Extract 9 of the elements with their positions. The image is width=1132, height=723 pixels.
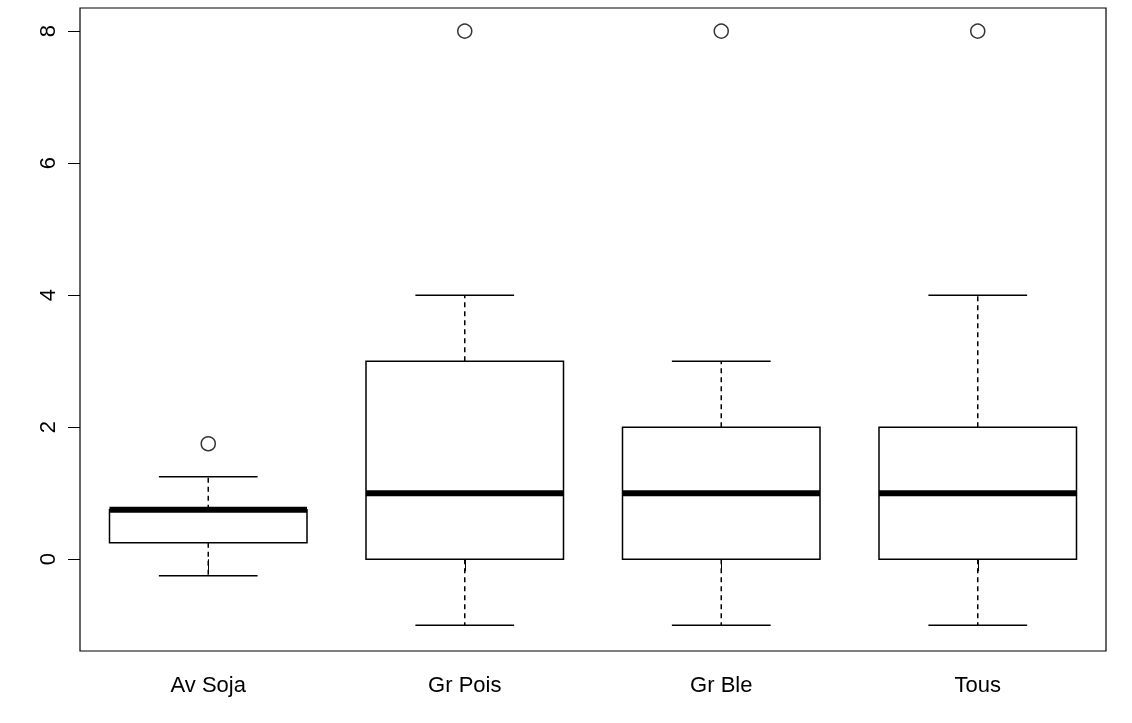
x-tick-label: Gr Pois [428, 671, 502, 697]
y-tick-label: 6 [34, 157, 60, 170]
y-tick-label: 2 [34, 421, 60, 434]
x-tick-label: Av Soja [170, 671, 247, 697]
y-tick-label: 4 [34, 289, 60, 302]
x-tick-label: Gr Ble [690, 671, 753, 697]
x-tick-label: Tous [954, 671, 1001, 697]
y-tick-label: 0 [34, 553, 60, 566]
y-tick-label: 8 [34, 24, 60, 38]
